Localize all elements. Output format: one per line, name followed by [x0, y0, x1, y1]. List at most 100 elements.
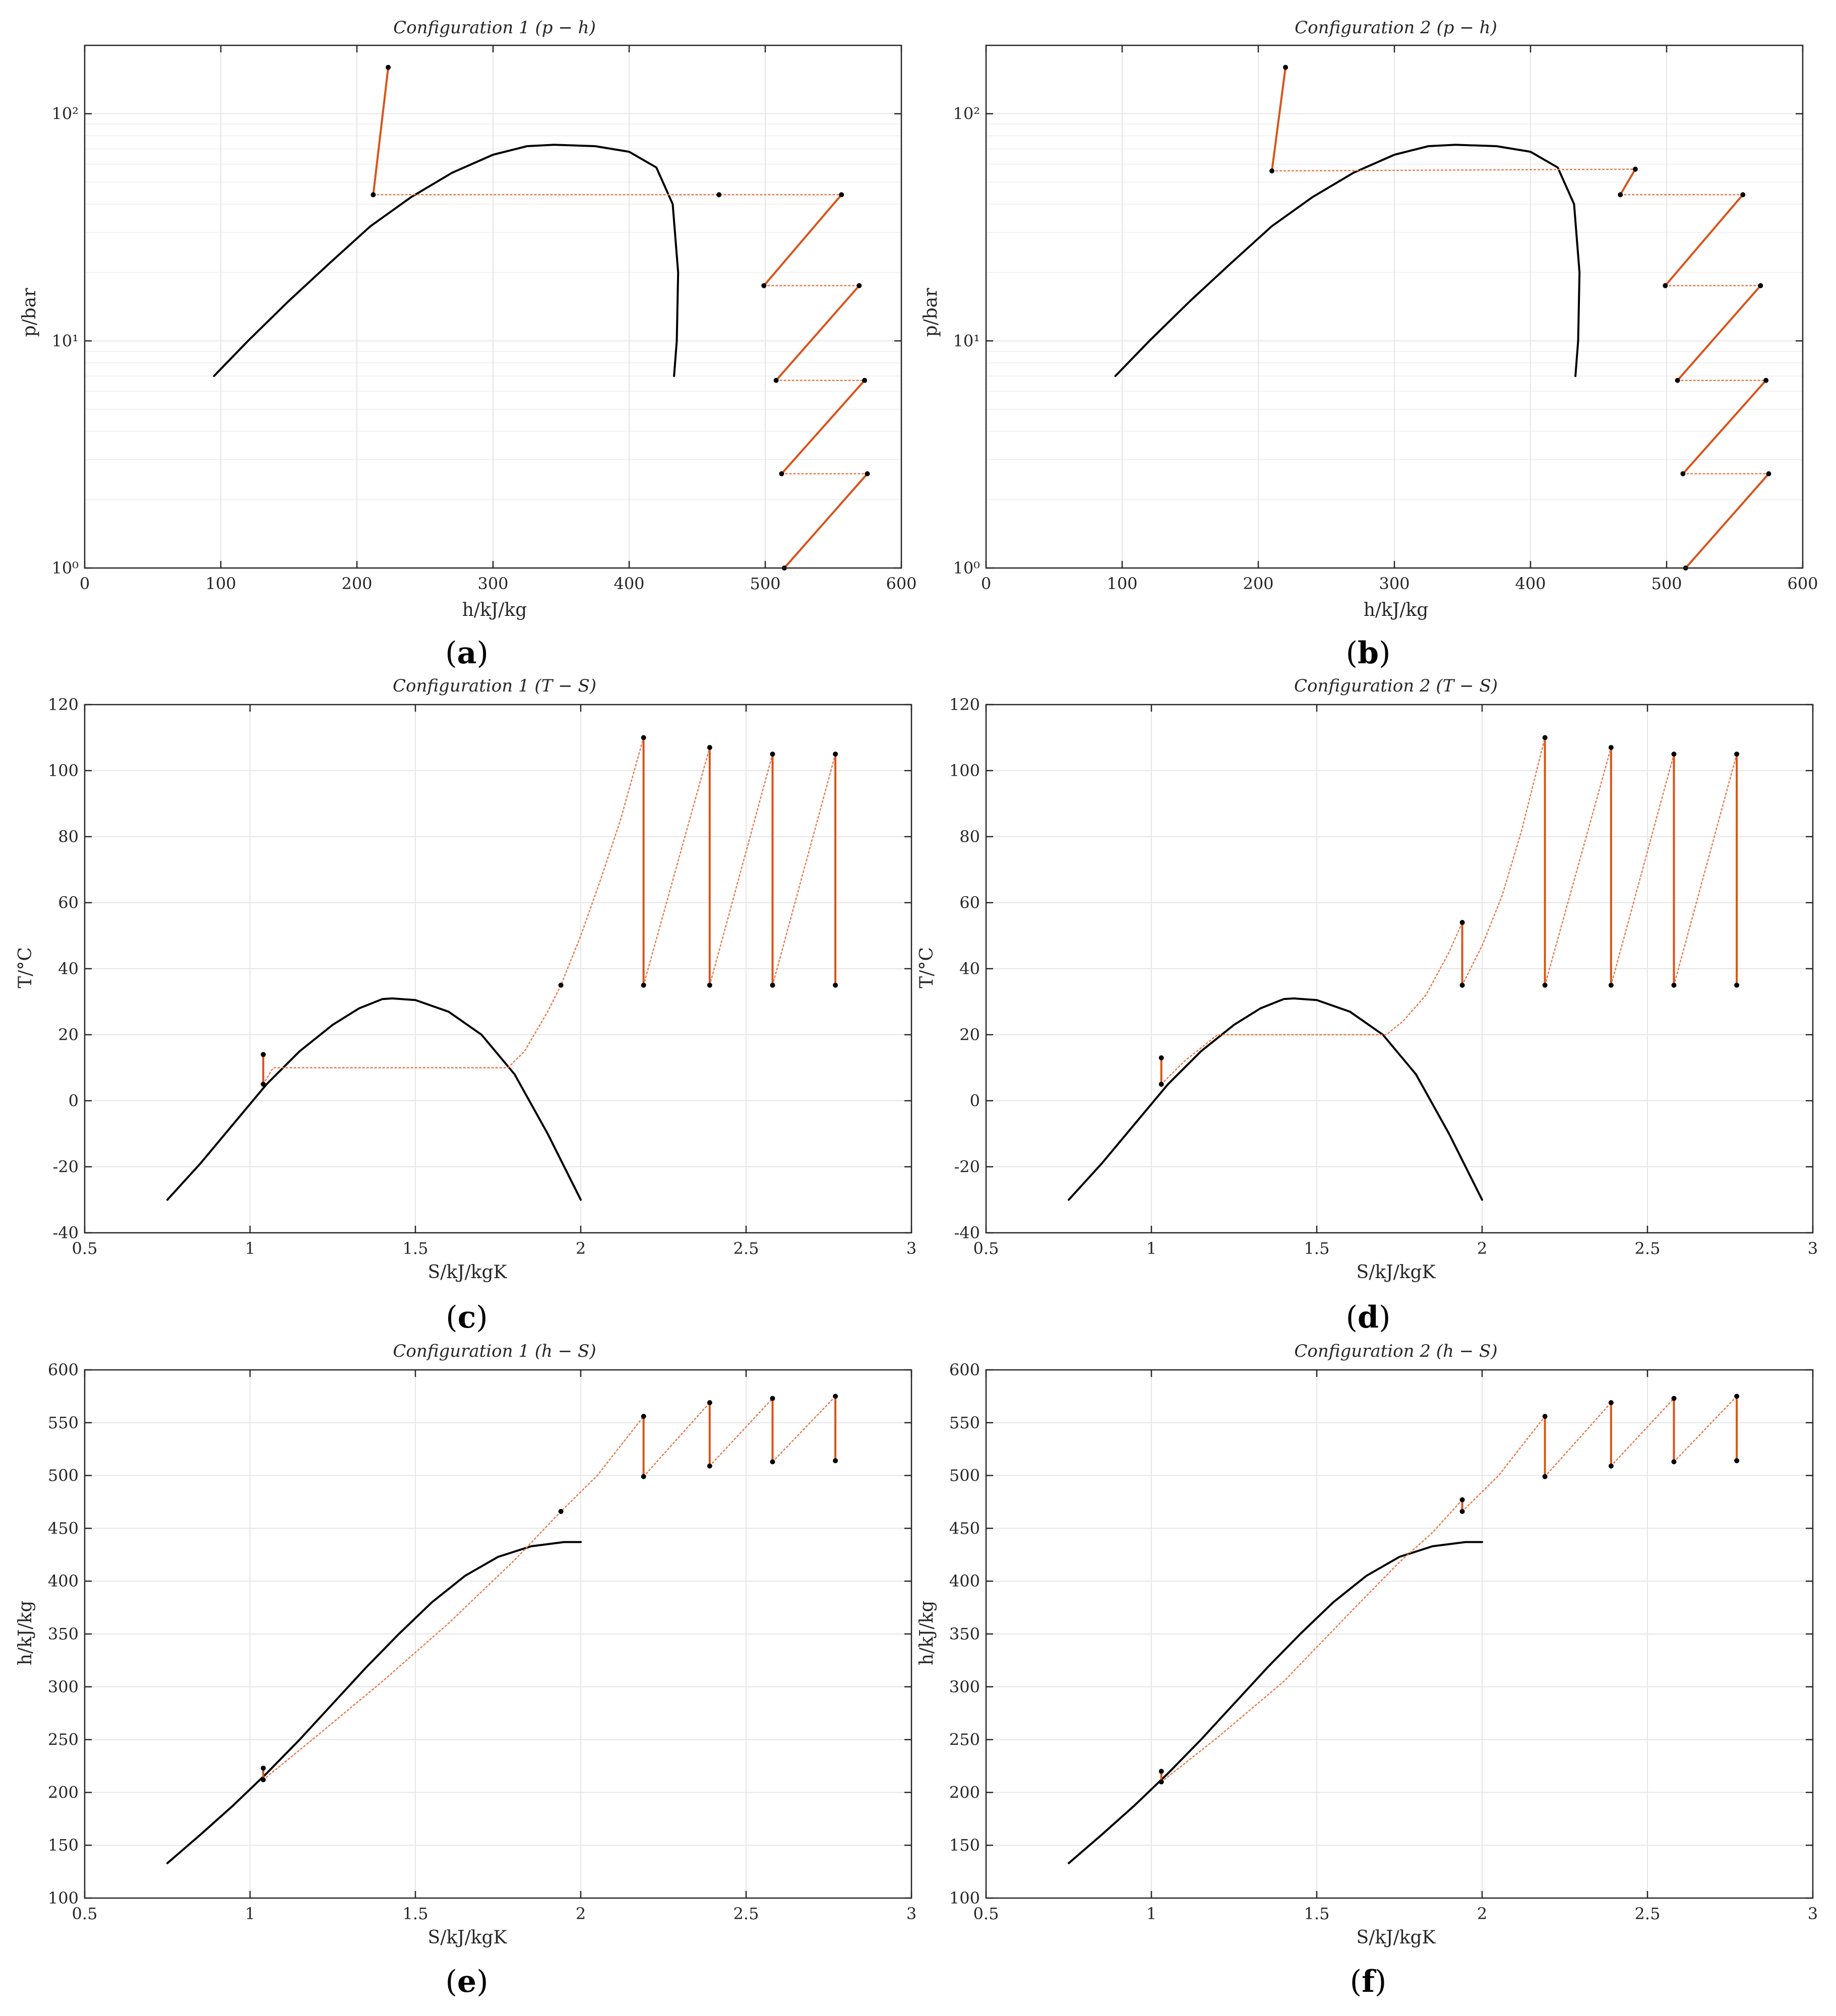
panel-c-xtick-label: 2	[576, 1239, 586, 1258]
panel-b-grid	[986, 45, 1803, 568]
panel-e-connector-line-9	[772, 1396, 836, 1463]
panel-a-xtick-label: 500	[750, 574, 780, 593]
panel-a-xtick-label: 600	[886, 574, 916, 593]
panel-f-state-point-1	[1158, 1779, 1164, 1785]
panel-d-connector-line-7	[1160, 922, 1463, 1085]
panel-d-xtick-label: 1.5	[1304, 1239, 1330, 1258]
panel-c-connector-line-9	[772, 753, 836, 986]
panel-c-state-point-8	[770, 982, 775, 988]
panel-b-process-line-2	[1619, 168, 1636, 196]
panel-e-xtick-label: 2	[576, 1904, 586, 1923]
panel-b-letter: b	[1358, 636, 1379, 671]
panel-d-series	[1068, 736, 1738, 1201]
panel-b-xtick-label: 100	[1107, 574, 1137, 593]
panel-e-state-point-3	[641, 1414, 646, 1419]
panel-a-state-point-3	[839, 192, 844, 198]
panel-b-state-point-2	[1618, 192, 1623, 198]
panel-a-process-line-3	[775, 284, 861, 382]
panel-d-connector-line-8	[1461, 737, 1546, 986]
panel-e: Configuration 1 (h − S) S/kJ/kgK h/kJ/kg…	[15, 1341, 916, 1999]
panel-b-ticks: 0 100 200 300 400 500 600 10⁰ 10¹ 10²	[953, 45, 1818, 593]
panel-c-state-point-3	[641, 735, 646, 740]
panel-d-connector-line-10	[1610, 753, 1675, 986]
panel-d-state-point-6	[1608, 745, 1614, 750]
panel-a-state-point-9	[865, 471, 870, 476]
panel-f-connector-line-11	[1673, 1396, 1738, 1463]
panel-f-letter: f	[1362, 1964, 1377, 1999]
panel-e-ytick-label: 450	[48, 1519, 79, 1538]
panel-a-ytick-label: 10¹	[51, 331, 79, 350]
panel-a-state-point-8	[779, 471, 784, 476]
panel-c-grid	[85, 705, 911, 1233]
panel-b-process-line-4	[1676, 284, 1762, 382]
panel-b-state-point-3	[1632, 166, 1638, 172]
panel-c-state-point-5	[707, 745, 712, 750]
panel-a-state-point-2	[716, 192, 722, 198]
panel-a-ylabel: p/bar	[19, 288, 40, 337]
panel-f-xtick-label: 0.5	[973, 1904, 999, 1923]
panel-c-ytick-label: 60	[58, 893, 79, 912]
panel-e-xtick-label: 2.5	[733, 1904, 759, 1923]
panel-a-process-line-1	[372, 66, 390, 196]
panel-a-process-line-4	[780, 379, 866, 475]
panel-d-letter: d	[1358, 1300, 1379, 1335]
panel-c-state-point-4	[641, 982, 646, 988]
panel-c-state-point-10	[833, 982, 838, 988]
panel-f-connector-line-9	[1544, 1402, 1612, 1477]
panel-a-grid	[85, 45, 901, 568]
panel-d-title: Configuration 2 (T − S)	[1294, 676, 1498, 696]
panel-d-xlabel: S/kJ/kgK	[1357, 1262, 1436, 1283]
panel-c-connector-line-7	[643, 746, 711, 986]
panel-e-state-point-10	[833, 1458, 838, 1464]
panel-a-state-point-1	[386, 65, 391, 70]
panel-a-ticks: 0 100 200 300 400 500 600 10⁰ 10¹ 10²	[51, 45, 917, 593]
panel-d-ytick-label: 100	[949, 761, 980, 780]
panel-d-state-point-4	[1542, 735, 1548, 740]
panel-c-ytick-label: 100	[48, 761, 79, 780]
panel-e-state-point-5	[707, 1400, 712, 1405]
panel-e-state-point-4	[641, 1474, 646, 1479]
panel-c-xtick-label: 1.5	[403, 1239, 429, 1258]
panel-e-state-point-1	[261, 1777, 266, 1783]
panel-b-state-point-0	[1269, 168, 1274, 174]
panel-b-xlabel: h/kJ/kg	[1364, 600, 1429, 620]
panel-c-connector-line-8	[709, 753, 773, 986]
panel-b-process-line-1	[1271, 66, 1287, 172]
panel-e-xtick-label: 1.5	[403, 1904, 429, 1923]
panel-f-ytick-label: 200	[949, 1783, 980, 1802]
panel-d: Configuration 2 (T − S) S/kJ/kgK T/°C (d…	[916, 676, 1818, 1335]
panel-a-label: (a)	[445, 636, 488, 671]
panel-f-ytick-label: 500	[949, 1466, 980, 1485]
panel-f-markers	[1158, 1394, 1740, 1785]
panel-c-xtick-label: 1	[245, 1239, 255, 1258]
panel-b-process-line-6	[1684, 473, 1770, 569]
panel-d-state-point-1	[1158, 1082, 1164, 1087]
panel-b-xtick-label: 500	[1651, 574, 1682, 593]
panel-c-letter: c	[458, 1300, 476, 1335]
panel-c-state-point-6	[707, 982, 712, 988]
panel-e-ytick-label: 500	[48, 1466, 79, 1485]
panel-d-state-point-3	[1459, 982, 1465, 988]
panel-b-state-point-6	[1758, 283, 1763, 288]
panel-e-xlabel: S/kJ/kgK	[428, 1927, 508, 1948]
panel-e-state-point-7	[770, 1396, 775, 1401]
panel-f-xlabel: S/kJ/kgK	[1357, 1927, 1436, 1948]
panel-a-state-point-5	[856, 283, 862, 288]
panel-e-ytick-label: 250	[48, 1730, 79, 1749]
panel-e-ytick-label: 600	[48, 1360, 79, 1379]
panel-e-xtick-label: 0.5	[72, 1904, 98, 1923]
panel-d-ytick-label: 60	[959, 893, 980, 912]
panel-a: Configuration 1 (p − h) h/kJ/kg p/bar (a…	[19, 18, 917, 671]
panel-f-xtick-label: 2.5	[1635, 1904, 1661, 1923]
panel-b-process-line-3	[1664, 194, 1744, 287]
panel-b-ytick-label: 10²	[953, 104, 980, 123]
panel-b-xtick-label: 0	[981, 574, 991, 593]
panel-b-state-point-9	[1680, 471, 1686, 476]
panel-d-ytick-label: 0	[970, 1091, 980, 1110]
panel-f-ylabel: h/kJ/kg	[916, 1601, 937, 1666]
panel-b-state-point-8	[1763, 377, 1769, 383]
panel-f-state-point-6	[1608, 1400, 1614, 1405]
panel-b-process-line-5	[1682, 379, 1767, 475]
panel-b-xtick-label: 600	[1787, 574, 1818, 593]
